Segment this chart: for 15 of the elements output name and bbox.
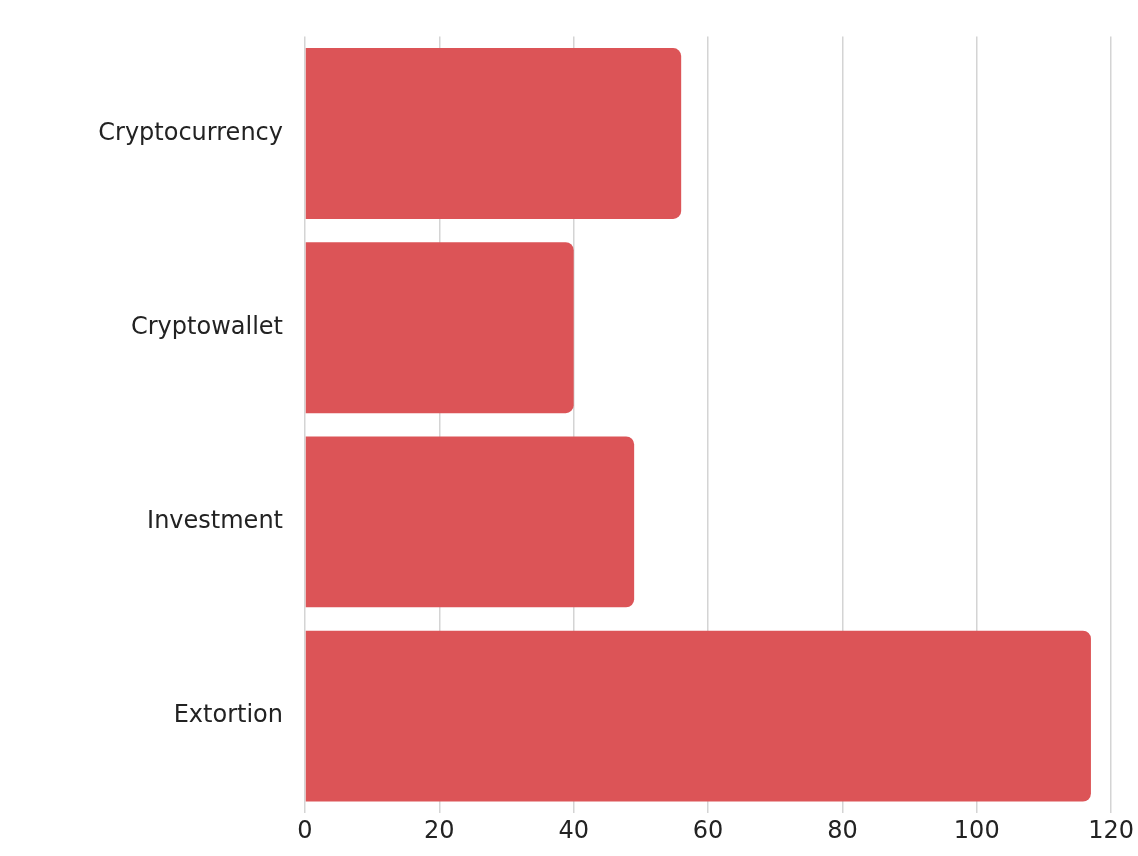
x-tick-label: 40 [558, 815, 589, 844]
x-tick-label: 0 [297, 815, 313, 844]
bar [305, 48, 682, 219]
x-tick-label: 100 [953, 815, 1000, 844]
y-tick-label: Cryptowallet [130, 311, 283, 340]
bar [305, 630, 1091, 802]
y-tick-label: Cryptocurrency [98, 117, 283, 146]
x-tick-label: 80 [827, 815, 858, 844]
x-tick-label: 20 [424, 815, 455, 844]
bar [305, 436, 635, 608]
x-tick-label: 60 [692, 815, 724, 844]
y-tick-label: Extortion [173, 700, 283, 729]
bar [305, 242, 574, 414]
y-tick-label: Investment [147, 506, 283, 535]
x-tick-label: 120 [1088, 815, 1134, 844]
